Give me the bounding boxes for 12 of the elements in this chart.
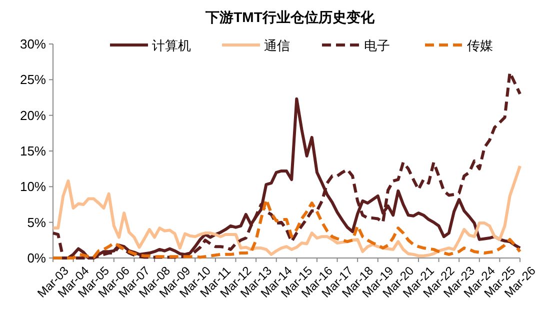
legend-label: 电子 (364, 38, 390, 53)
y-tick-label: 25% (20, 72, 46, 88)
legend-label: 传媒 (467, 38, 493, 53)
legend-label: 计算机 (152, 38, 191, 53)
y-tick-label: 5% (27, 214, 46, 230)
y-tick-label: 0% (27, 250, 46, 266)
y-tick-label: 15% (20, 144, 46, 158)
legend-label: 通信 (264, 38, 290, 53)
y-tick-label: 30% (20, 36, 46, 52)
y-tick-label: 10% (20, 179, 46, 194)
y-tick-label: 20% (20, 108, 46, 123)
chart-title: 下游TMT行业仓位历史变化 (204, 9, 376, 25)
